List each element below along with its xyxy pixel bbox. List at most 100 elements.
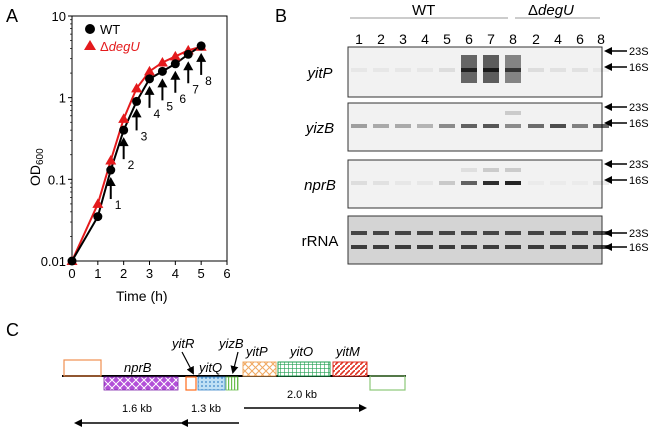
gene-yitM-label: yitM <box>335 344 360 359</box>
blot-band-16s <box>550 245 566 249</box>
blot-band-16s <box>593 181 609 185</box>
blot-band-23s <box>461 168 477 172</box>
upstream-gene-outline <box>63 359 102 377</box>
blot-band-16s <box>417 68 433 72</box>
lane-label: 8 <box>509 31 517 47</box>
data-point-wt <box>170 59 180 69</box>
transcript-yitP-label: 2.0 kb <box>287 389 317 401</box>
blot-band-16s <box>373 181 389 185</box>
blot-band-16s <box>593 245 609 249</box>
y-tick-label: 0.1 <box>48 172 66 187</box>
blot-band-16s <box>373 68 389 72</box>
y-axis-label-main: OD <box>27 165 43 186</box>
sampling-arrow-head <box>144 85 155 95</box>
sampling-arrow-head <box>196 52 207 62</box>
gene-nprB-label: nprB <box>124 360 152 375</box>
degu-header-prefix: Δ <box>528 2 538 19</box>
blot-band-23s <box>483 231 499 235</box>
blot-membrane <box>347 215 603 265</box>
gene-yizB-label: yizB <box>218 336 244 351</box>
blot-band-16s <box>505 68 521 72</box>
data-point-wt <box>119 125 129 135</box>
sampling-arrow-label: 8 <box>205 74 212 88</box>
sampling-arrow-label: 6 <box>179 92 186 106</box>
legend-degu-gene: degU <box>109 39 141 54</box>
sampling-arrow-head <box>118 137 129 147</box>
blot-band-16s <box>461 68 477 72</box>
gene-yitP-box <box>242 361 277 377</box>
blot-band-16s <box>572 68 588 72</box>
data-point-degu <box>131 82 143 93</box>
sampling-arrow-head <box>105 177 116 187</box>
blot-band-23s <box>439 231 455 235</box>
blot-panel-nprB: nprB 23S 16S <box>304 159 649 209</box>
blot-band-16s <box>373 245 389 249</box>
data-point-wt <box>145 74 154 84</box>
blot-band-16s <box>439 245 455 249</box>
y-axis-label: OD600 <box>27 148 46 186</box>
blot-band-16s <box>528 181 544 185</box>
degu-header: ΔdegU <box>528 2 574 19</box>
data-point-degu <box>169 50 181 61</box>
blot-panel-label: yizB <box>305 120 334 137</box>
downstream-gene-outline <box>369 375 406 391</box>
sampling-arrow-label: 2 <box>128 158 135 172</box>
blot-band-16s <box>461 124 477 128</box>
x-axis-ticks: 0 1 2 3 4 5 6 <box>68 261 231 281</box>
blot-band-16s <box>572 181 588 185</box>
blot-band-16s <box>505 181 521 185</box>
data-point-degu <box>118 113 130 123</box>
y-axis-ticks: 0.01 0.1 1 10 <box>41 9 72 269</box>
marker-label-23S: 23S <box>629 46 649 58</box>
series-line-wt <box>71 45 202 262</box>
lane-label: 5 <box>443 31 451 47</box>
blot-panel-label: yitP <box>306 65 332 82</box>
yizB-pointer <box>230 351 239 374</box>
lane-label: 3 <box>399 31 407 47</box>
transcript-nprB-label: 1.6 kb <box>122 403 152 415</box>
gene-yitR-box <box>185 376 197 391</box>
lane-label: 8 <box>597 31 605 47</box>
blot-band-16s <box>483 245 499 249</box>
lane-label: 6 <box>576 31 584 47</box>
marker-label-23S: 23S <box>629 102 649 114</box>
legend-degu-marker <box>84 40 96 50</box>
gene-yitR-label: yitR <box>171 336 194 351</box>
blot-band-23s <box>395 231 411 235</box>
panel-label-c: C <box>6 320 19 340</box>
data-point-degu <box>92 198 104 208</box>
blot-band-16s <box>373 124 389 128</box>
data-point-degu <box>105 155 117 165</box>
blot-band-16s <box>351 124 367 128</box>
series-line-degu <box>71 45 202 262</box>
blot-band-16s <box>395 68 411 72</box>
x-axis-label: Time (h) <box>116 288 168 304</box>
northern-blots: yitP 23S 16S yizB 23S 16S nprB 23S 16S rRNA 23S 16S <box>302 46 649 265</box>
blot-band-23s <box>461 231 477 235</box>
sampling-arrow-head <box>131 108 142 118</box>
sampling-arrow-label: 3 <box>141 129 148 143</box>
blot-band-16s <box>483 124 499 128</box>
chart-plot-frame <box>71 15 228 262</box>
blot-band-16s <box>417 181 433 185</box>
blot-panel-yizB: yizB 23S 16S <box>305 102 649 152</box>
blot-band-23s <box>505 231 521 235</box>
blot-band-16s <box>528 245 544 249</box>
gene-yitO-box <box>277 361 331 377</box>
blot-band-16s <box>439 181 455 185</box>
data-point-wt <box>93 212 103 222</box>
lane-label: 7 <box>487 31 495 47</box>
blot-band-16s <box>483 68 499 72</box>
blot-band-23s <box>572 231 588 235</box>
sampling-arrow-label: 1 <box>115 198 122 212</box>
data-point-degu <box>156 56 168 67</box>
blot-band-16s <box>550 181 566 185</box>
blot-band-16s <box>572 245 588 249</box>
chart-series <box>66 41 207 266</box>
blot-band-16s <box>417 245 433 249</box>
blot-band-23s <box>528 231 544 235</box>
